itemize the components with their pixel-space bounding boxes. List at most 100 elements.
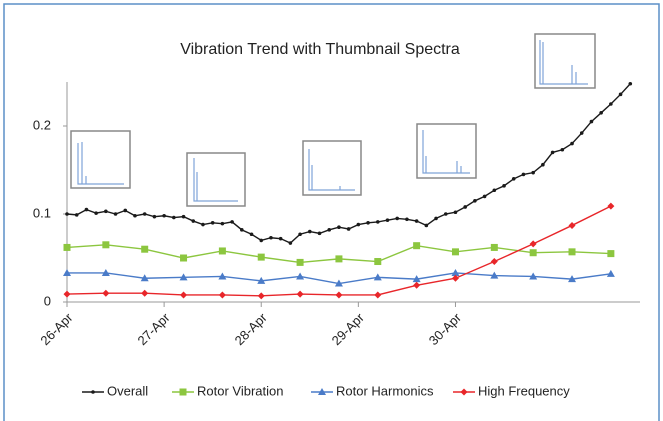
marker	[529, 272, 538, 280]
marker	[141, 245, 149, 253]
marker	[599, 111, 603, 115]
marker	[413, 281, 421, 289]
marker	[451, 248, 459, 256]
marker	[162, 213, 166, 218]
marker	[607, 250, 615, 258]
marker	[414, 219, 419, 223]
marker	[412, 275, 421, 283]
marker	[152, 214, 157, 219]
marker	[210, 221, 215, 225]
series	[63, 241, 615, 266]
marker	[181, 214, 186, 219]
marker	[579, 131, 584, 135]
marker	[405, 217, 409, 222]
marker	[337, 225, 341, 229]
marker	[560, 147, 565, 152]
marker	[374, 258, 382, 266]
marker	[589, 119, 594, 124]
marker	[249, 232, 254, 237]
marker	[529, 240, 537, 248]
marker	[511, 177, 516, 181]
marker	[373, 273, 382, 281]
marker	[568, 248, 576, 256]
series	[63, 202, 615, 300]
marker	[606, 269, 615, 277]
marker	[424, 223, 429, 228]
spectrum-thumbnail	[416, 123, 477, 179]
marker	[296, 272, 305, 280]
marker	[550, 150, 555, 155]
marker	[288, 241, 293, 245]
spectrum-thumbnail	[534, 33, 596, 89]
marker	[307, 229, 312, 234]
marker	[104, 209, 108, 214]
marker	[63, 268, 71, 276]
marker	[413, 242, 421, 250]
marker	[298, 232, 302, 237]
legend-label: Rotor Vibration	[197, 383, 283, 398]
marker	[490, 258, 498, 266]
marker	[259, 238, 264, 243]
legend-item: Rotor Harmonics	[311, 383, 434, 398]
marker	[218, 247, 226, 255]
marker	[180, 291, 188, 299]
marker	[492, 188, 497, 193]
marker	[568, 275, 577, 283]
marker	[317, 231, 322, 236]
legend-marker	[179, 388, 187, 396]
marker	[327, 228, 332, 232]
marker	[334, 279, 343, 287]
marker	[490, 271, 499, 279]
marker	[191, 219, 196, 223]
marker	[102, 241, 110, 249]
marker	[453, 210, 458, 215]
marker	[218, 291, 226, 299]
legend-marker	[318, 388, 326, 395]
marker	[63, 243, 71, 251]
legend-label: High Frequency	[478, 383, 570, 398]
chart-title: Vibration Trend with Thumbnail Spectra	[180, 41, 460, 58]
marker	[570, 141, 574, 146]
marker	[257, 292, 265, 300]
legend-label: Overall	[107, 383, 148, 398]
marker	[269, 235, 273, 240]
series	[63, 268, 615, 287]
marker	[94, 211, 98, 215]
marker	[113, 212, 118, 216]
marker	[278, 236, 283, 241]
y-tick-label: 0.2	[33, 117, 51, 132]
marker	[172, 215, 176, 220]
marker	[374, 291, 382, 299]
marker	[451, 274, 459, 282]
marker	[531, 170, 535, 175]
marker	[102, 289, 110, 297]
marker	[482, 194, 487, 199]
marker	[218, 272, 227, 280]
marker	[375, 220, 380, 224]
marker	[463, 205, 467, 209]
marker	[101, 268, 110, 276]
legend-marker	[91, 390, 95, 394]
y-tick-label: 0.1	[33, 205, 51, 220]
spectrum-thumbnail	[186, 152, 246, 207]
marker	[335, 255, 343, 263]
marker	[529, 249, 537, 257]
marker	[140, 274, 149, 282]
marker	[335, 291, 343, 299]
marker	[356, 222, 361, 227]
marker	[443, 212, 448, 216]
legend-item: Rotor Vibration	[172, 383, 283, 398]
marker	[607, 202, 615, 210]
marker	[84, 207, 89, 212]
marker	[296, 258, 304, 266]
legend-label: Rotor Harmonics	[336, 383, 434, 398]
marker	[201, 222, 205, 227]
y-tick-label: 0	[44, 293, 51, 308]
marker	[257, 276, 266, 284]
marker	[451, 268, 460, 276]
marker	[65, 212, 69, 216]
marker	[296, 290, 304, 298]
marker	[385, 218, 390, 222]
series	[65, 81, 633, 245]
